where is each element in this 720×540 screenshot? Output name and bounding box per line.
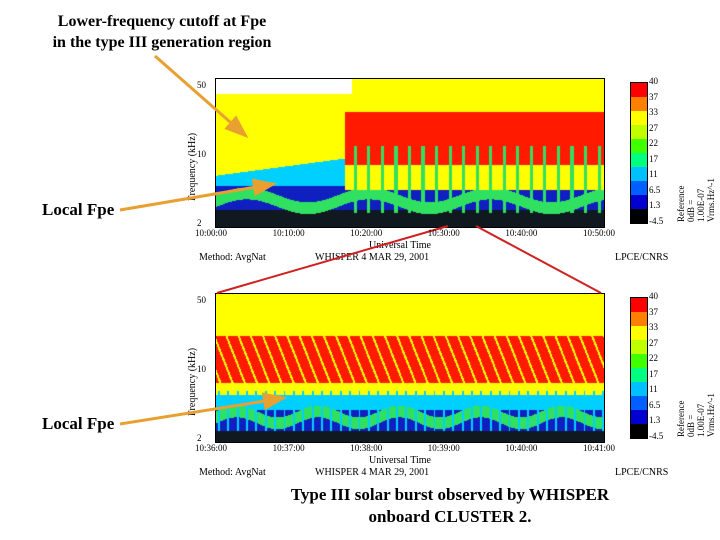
panel2-mid-caption: WHISPER 4 MAR 29, 2001	[315, 467, 429, 478]
x-tick: 10:40:00	[505, 443, 537, 453]
spectrogram-panel-1	[215, 78, 605, 228]
colorbar-tick: 17	[649, 369, 658, 379]
x-tick: 10:30:00	[428, 228, 460, 238]
panel2-right-caption: LPCE/CNRS	[615, 467, 668, 478]
x-tick: 10:38:00	[350, 443, 382, 453]
x-tick: 10:37:00	[273, 443, 305, 453]
colorbar-tick: 17	[649, 154, 658, 164]
x-axis-label-1: Universal Time	[369, 240, 431, 251]
colorbar-tick: 37	[649, 307, 658, 317]
y-tick: 50	[197, 80, 206, 90]
colorbar-1	[630, 82, 648, 224]
y-tick: 2	[197, 433, 202, 443]
x-tick: 10:39:00	[428, 443, 460, 453]
colorbar-tick: 33	[649, 107, 658, 117]
y-tick: 50	[197, 295, 206, 305]
y-tick: 10	[197, 364, 206, 374]
title-top: Lower-frequency cutoff at Fpe in the typ…	[32, 12, 292, 54]
colorbar-tick: 6.5	[649, 400, 660, 410]
title-line2: in the type III generation region	[53, 34, 272, 51]
colorbar-tick: -4.5	[649, 216, 663, 226]
colorbar-tick: 40	[649, 291, 658, 301]
colorbar-tick: 27	[649, 123, 658, 133]
colorbar-label-1: Reference 0dB = 1.00E-07 Vrms.Hz^-1	[676, 178, 716, 222]
colorbar-2	[630, 297, 648, 439]
x-tick: 10:40:00	[505, 228, 537, 238]
y-tick: 2	[197, 218, 202, 228]
colorbar-tick: 1.3	[649, 415, 660, 425]
spectrogram-panel-2	[215, 293, 605, 443]
colorbar-tick: 6.5	[649, 185, 660, 195]
caption-line2: onboard CLUSTER 2.	[369, 507, 532, 526]
x-tick: 10:36:00	[195, 443, 227, 453]
panel1-right-caption: LPCE/CNRS	[615, 252, 668, 263]
colorbar-tick: 11	[649, 169, 658, 179]
x-tick: 10:00:00	[195, 228, 227, 238]
x-tick: 10:10:00	[273, 228, 305, 238]
colorbar-tick: -4.5	[649, 431, 663, 441]
colorbar-tick: 11	[649, 384, 658, 394]
caption-line1: Type III solar burst observed by WHISPER	[291, 485, 609, 504]
x-tick: 10:20:00	[350, 228, 382, 238]
y-tick: 10	[197, 149, 206, 159]
colorbar-tick: 22	[649, 138, 658, 148]
spectrogram-heatmap-2	[216, 294, 604, 442]
x-tick: 10:50:00	[583, 228, 615, 238]
colorbar-tick: 27	[649, 338, 658, 348]
label-local-fpe-2: Local Fpe	[42, 414, 114, 434]
y-axis-label-2: Frequency (kHz)	[187, 348, 198, 416]
colorbar-tick: 33	[649, 322, 658, 332]
panel1-mid-caption: WHISPER 4 MAR 29, 2001	[315, 252, 429, 263]
caption-bottom: Type III solar burst observed by WHISPER…	[240, 484, 660, 528]
x-tick: 10:41:00	[583, 443, 615, 453]
colorbar-tick: 1.3	[649, 200, 660, 210]
x-axis-label-2: Universal Time	[369, 455, 431, 466]
colorbar-tick: 22	[649, 353, 658, 363]
spectrogram-heatmap-1	[216, 79, 604, 227]
y-axis-label-1: Frequency (kHz)	[187, 133, 198, 201]
panel1-left-caption: Method: AvgNat	[199, 252, 266, 263]
panel2-left-caption: Method: AvgNat	[199, 467, 266, 478]
colorbar-label-2: Reference 0dB = 1.00E-07 Vrms.Hz^-1	[676, 393, 716, 437]
label-local-fpe-1: Local Fpe	[42, 200, 114, 220]
colorbar-tick: 40	[649, 76, 658, 86]
colorbar-tick: 37	[649, 92, 658, 102]
title-line1: Lower-frequency cutoff at Fpe	[58, 13, 266, 30]
